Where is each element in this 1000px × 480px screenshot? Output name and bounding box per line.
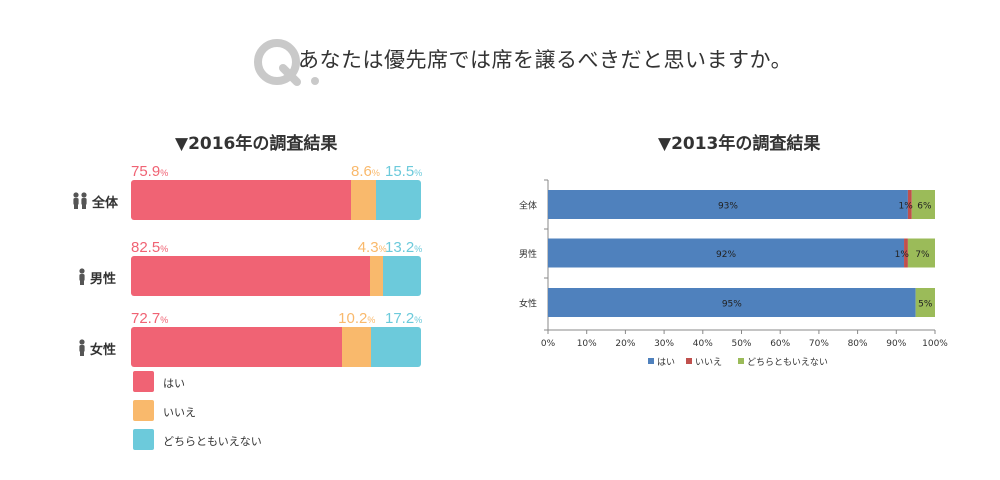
x-tick-label: 30% bbox=[654, 339, 674, 349]
person-icon bbox=[79, 339, 85, 356]
x-tick-label: 10% bbox=[577, 339, 597, 349]
data-label: 4.3% bbox=[357, 239, 387, 256]
x-tick-label: 100% bbox=[922, 339, 948, 349]
bar-segment bbox=[548, 288, 916, 317]
chart-2013-title: ▼2013年の調査結果 bbox=[658, 134, 821, 154]
row-label: 男性 bbox=[90, 272, 117, 287]
legend-swatch bbox=[133, 400, 154, 421]
legend-swatch bbox=[648, 358, 654, 364]
q-mark-icon bbox=[254, 39, 319, 86]
legend-swatch bbox=[738, 358, 744, 364]
bar-segment bbox=[376, 180, 421, 220]
x-tick-label: 20% bbox=[615, 339, 635, 349]
x-tick-label: 90% bbox=[886, 339, 906, 349]
bar-segment bbox=[904, 238, 908, 268]
bar-segment bbox=[915, 288, 935, 317]
people-icon bbox=[73, 192, 87, 209]
x-tick-label: 50% bbox=[731, 339, 751, 349]
data-label: 6% bbox=[917, 202, 932, 212]
legend-label: いいえ bbox=[163, 406, 196, 419]
legend-label: どちらともいえない bbox=[163, 435, 262, 448]
x-tick-label: 60% bbox=[770, 339, 790, 349]
bar-segment bbox=[371, 327, 421, 367]
bar-segment bbox=[370, 256, 383, 296]
legend-label: はい bbox=[657, 357, 675, 368]
category-label: 男性 bbox=[519, 248, 537, 260]
bar-segment bbox=[131, 256, 371, 296]
data-label: 82.5% bbox=[131, 239, 169, 256]
person-icon bbox=[79, 268, 85, 285]
bar-segment bbox=[351, 180, 377, 220]
data-label: 15.5% bbox=[385, 163, 423, 180]
bar-segment bbox=[907, 190, 912, 219]
data-label: 5% bbox=[918, 300, 933, 310]
bar-segment bbox=[907, 238, 935, 268]
legend-label: はい bbox=[163, 377, 185, 390]
data-label: 92% bbox=[716, 250, 736, 260]
bar-segment bbox=[131, 327, 342, 367]
data-label: 95% bbox=[722, 300, 742, 310]
x-tick-label: 40% bbox=[693, 339, 713, 349]
data-label: 1% bbox=[895, 250, 910, 260]
bar-segment bbox=[341, 327, 372, 367]
data-label: 75.9% bbox=[131, 163, 169, 180]
data-label: 93% bbox=[718, 202, 738, 212]
bar-segment bbox=[382, 256, 421, 296]
legend-swatch bbox=[133, 371, 154, 392]
legend-swatch bbox=[686, 358, 692, 364]
bar-segment bbox=[548, 190, 908, 219]
legend-label: どちらともいえない bbox=[747, 357, 828, 368]
legend-label: いいえ bbox=[695, 357, 722, 368]
data-label: 7% bbox=[915, 250, 930, 260]
data-label: 8.6% bbox=[351, 163, 380, 180]
row-label: 全体 bbox=[92, 196, 119, 211]
bar-segment bbox=[548, 238, 905, 268]
legend-swatch bbox=[133, 429, 154, 450]
data-label: 1% bbox=[898, 202, 913, 212]
x-tick-label: 70% bbox=[809, 339, 829, 349]
category-label: 全体 bbox=[519, 200, 537, 212]
data-label: 10.2% bbox=[338, 310, 376, 327]
chart-2016-title: ▼2016年の調査結果 bbox=[175, 134, 338, 154]
bar-segment bbox=[131, 180, 352, 220]
question-text: あなたは優先席では席を譲るべきだと思いますか。 bbox=[298, 48, 793, 72]
data-label: 17.2% bbox=[385, 310, 423, 327]
data-label: 72.7% bbox=[131, 310, 169, 327]
category-label: 女性 bbox=[519, 298, 537, 310]
bar-segment bbox=[911, 190, 935, 219]
x-tick-label: 0% bbox=[541, 339, 556, 349]
data-label: 13.2% bbox=[385, 239, 423, 256]
row-label: 女性 bbox=[90, 343, 117, 358]
x-tick-label: 80% bbox=[848, 339, 868, 349]
